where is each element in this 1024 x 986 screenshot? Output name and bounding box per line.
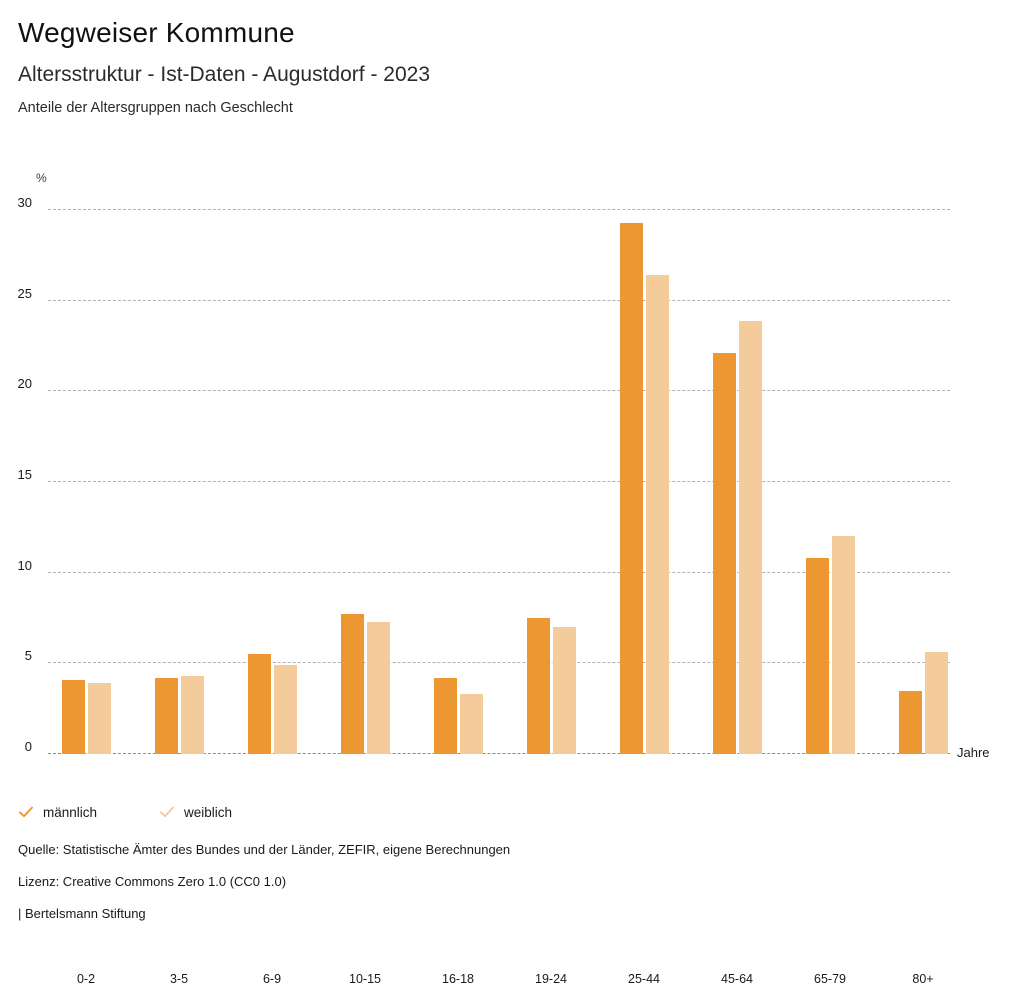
- bar-männlich-65-79[interactable]: [806, 558, 829, 754]
- check-icon: [159, 804, 175, 820]
- x-axis-tick-label: 65-79: [814, 972, 846, 986]
- check-icon: [18, 804, 34, 820]
- chart-footer: Quelle: Statistische Ämter des Bundes un…: [18, 843, 510, 939]
- gridline: [48, 390, 950, 392]
- bar-group: [248, 210, 297, 754]
- legend-item-label: weiblich: [184, 804, 233, 820]
- axis-baseline: [48, 753, 950, 754]
- y-axis-tick-label: 30: [17, 195, 32, 210]
- x-axis-tick-label: 6-9: [262, 972, 282, 986]
- bar-group: [806, 210, 855, 754]
- bar-männlich-6-9[interactable]: [248, 654, 271, 754]
- footer-source: Quelle: Statistische Ämter des Bundes un…: [18, 842, 511, 857]
- footer-license: Lizenz: Creative Commons Zero 1.0 (CC0 1…: [18, 874, 287, 889]
- y-axis-tick-label: 5: [24, 648, 32, 664]
- bar-männlich-0-2[interactable]: [62, 679, 85, 754]
- bar-männlich-19-24[interactable]: [527, 618, 550, 754]
- bar-group: [62, 210, 111, 754]
- x-axis-tick-label: 10-15: [349, 972, 381, 986]
- bar-weiblich-45-64[interactable]: [739, 320, 762, 754]
- x-axis-tick-label: 19-24: [535, 972, 567, 986]
- y-axis-tick-label: 20: [17, 376, 32, 392]
- bar-group: [527, 210, 576, 754]
- legend-item-weiblich[interactable]: weiblich: [159, 804, 232, 820]
- bar-männlich-3-5[interactable]: [155, 677, 178, 754]
- bar-group: [155, 210, 204, 754]
- page-title: Wegweiser Kommune: [18, 17, 295, 48]
- bar-group: [713, 210, 762, 754]
- bar-weiblich-6-9[interactable]: [274, 665, 297, 754]
- bar-männlich-25-44[interactable]: [620, 222, 643, 754]
- bar-chart: % 0 5 10 15 20 25 30 0-2 3-5 6-9 10-15 16-18 19-24 25…: [18, 171, 990, 986]
- chart-subtitle: Altersstruktur - Ist-Daten - Augustdorf …: [18, 62, 431, 86]
- bar-group: [899, 210, 948, 754]
- bar-weiblich-65-79[interactable]: [832, 536, 855, 754]
- bar-weiblich-25-44[interactable]: [646, 275, 669, 754]
- bar-weiblich-3-5[interactable]: [181, 676, 204, 754]
- bar-männlich-80+[interactable]: [899, 690, 922, 754]
- y-axis-unit-label: %: [36, 171, 47, 185]
- x-axis-label: Jahre: [957, 745, 990, 760]
- bar-weiblich-0-2[interactable]: [88, 683, 111, 754]
- x-axis-tick-label: 25-44: [628, 972, 660, 986]
- bar-weiblich-19-24[interactable]: [553, 627, 576, 754]
- gridline: [48, 571, 950, 573]
- gridline: [48, 481, 950, 482]
- y-axis-tick-label: 15: [17, 467, 32, 482]
- y-axis-tick-label: 0: [24, 739, 32, 754]
- x-axis-tick-label: 3-5: [169, 972, 189, 986]
- x-axis-tick-label: 45-64: [721, 972, 753, 986]
- gridline: [48, 209, 950, 210]
- bar-group: [620, 210, 669, 754]
- x-axis-tick-label: 16-18: [442, 972, 474, 986]
- page-header: Wegweiser Kommune Altersstruktur - Ist-D…: [18, 16, 430, 117]
- plot-area: 0 5 10 15 20 25 30 0-2 3-5 6-9 10-15 16-18 19-24 25-4…: [18, 195, 950, 986]
- gridline: [48, 299, 950, 301]
- legend-item-label: männlich: [43, 804, 98, 820]
- bar-weiblich-16-18[interactable]: [460, 694, 483, 754]
- bar-männlich-16-18[interactable]: [434, 677, 457, 754]
- chart-legend: männlich weiblich: [18, 804, 286, 820]
- bar-group: [341, 210, 390, 754]
- x-axis-tick-label: 0-2: [76, 972, 96, 986]
- bar-weiblich-10-15[interactable]: [367, 621, 390, 754]
- y-axis-tick-label: 25: [17, 285, 32, 301]
- gridline: [48, 662, 950, 664]
- legend-item-männlich[interactable]: männlich: [18, 804, 97, 820]
- footer-publisher: | Bertelsmann Stiftung: [18, 906, 146, 921]
- bar-group: [434, 210, 483, 754]
- bar-weiblich-80+[interactable]: [925, 652, 948, 754]
- bar-männlich-10-15[interactable]: [341, 614, 364, 754]
- bar-männlich-45-64[interactable]: [713, 353, 736, 754]
- x-axis-tick-label: 80+: [912, 972, 934, 986]
- y-axis-tick-label: 10: [17, 557, 32, 573]
- chart-description: Anteile der Altersgruppen nach Geschlech…: [18, 99, 293, 116]
